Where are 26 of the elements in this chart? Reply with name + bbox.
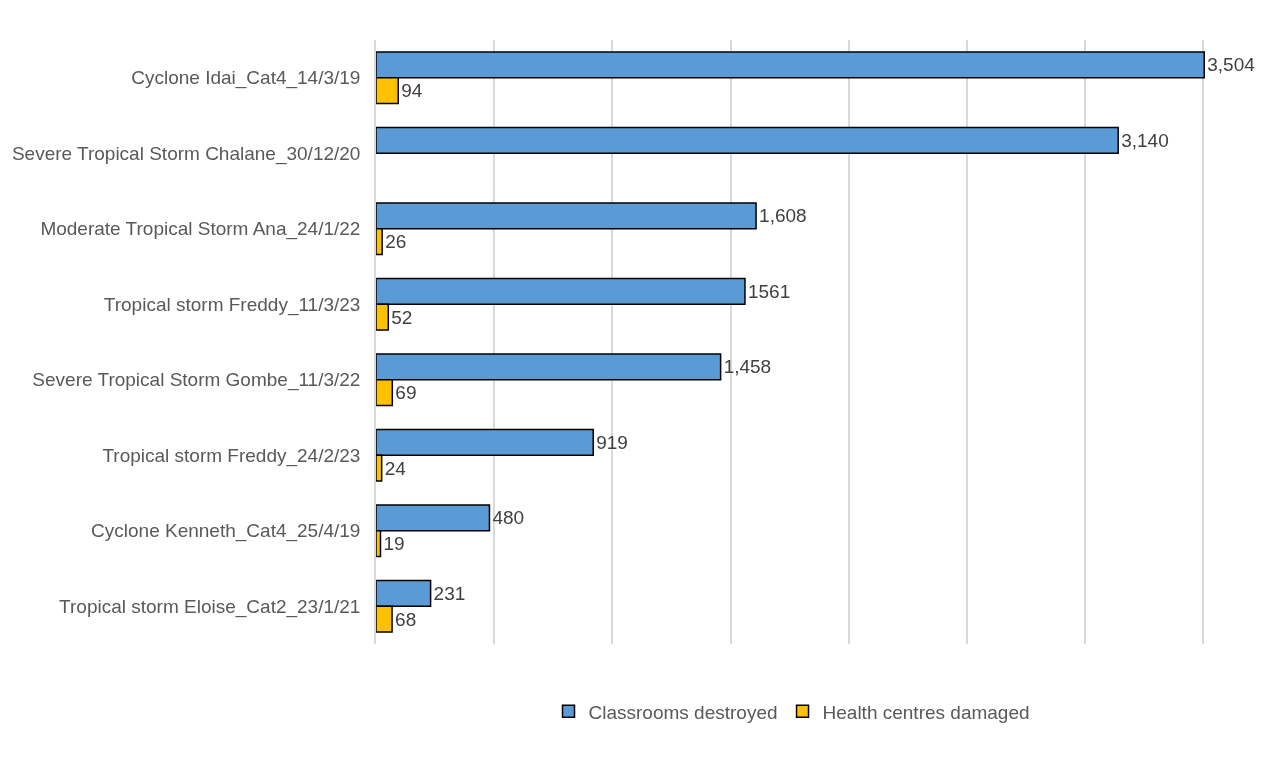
data-label: 231 (433, 582, 466, 604)
data-label: 68 (395, 608, 417, 630)
data-label: 19 (383, 533, 405, 555)
data-label: 94 (401, 80, 423, 102)
legend-label: Health centres damaged (822, 701, 1030, 723)
y-tick-label: Tropical storm Freddy_11/3/23 (103, 293, 361, 316)
data-label: 1,608 (759, 205, 807, 227)
data-label: 480 (492, 507, 525, 529)
y-tick-label: Tropical storm Freddy_24/2/23 (102, 444, 361, 467)
data-label: 52 (391, 306, 413, 328)
data-label: 1561 (747, 280, 791, 302)
data-label: 26 (385, 231, 407, 253)
data-label: 919 (596, 431, 628, 453)
bar (376, 126, 1119, 154)
legend-label: Classrooms destroyed (588, 701, 778, 723)
data-label: 24 (384, 457, 407, 479)
data-label: 3,504 (1207, 54, 1256, 76)
data-label: 1,458 (723, 356, 772, 378)
y-tick-label: Cyclone Idai_Cat4_14/3/19 (131, 67, 361, 90)
y-tick-label: Severe Tropical Storm Chalane_30/12/20 (11, 142, 361, 165)
y-tick-label: Cyclone Kenneth_Cat4_25/4/19 (91, 520, 361, 543)
y-tick-label: Tropical storm Eloise_Cat2_23/1/21 (59, 595, 361, 618)
y-tick-label: Severe Tropical Storm Gombe_11/3/22 (32, 369, 361, 392)
data-label: 69 (395, 382, 417, 404)
y-tick-label: Moderate Tropical Storm Ana_24/1/22 (40, 218, 361, 241)
data-label: 3,140 (1121, 129, 1169, 151)
